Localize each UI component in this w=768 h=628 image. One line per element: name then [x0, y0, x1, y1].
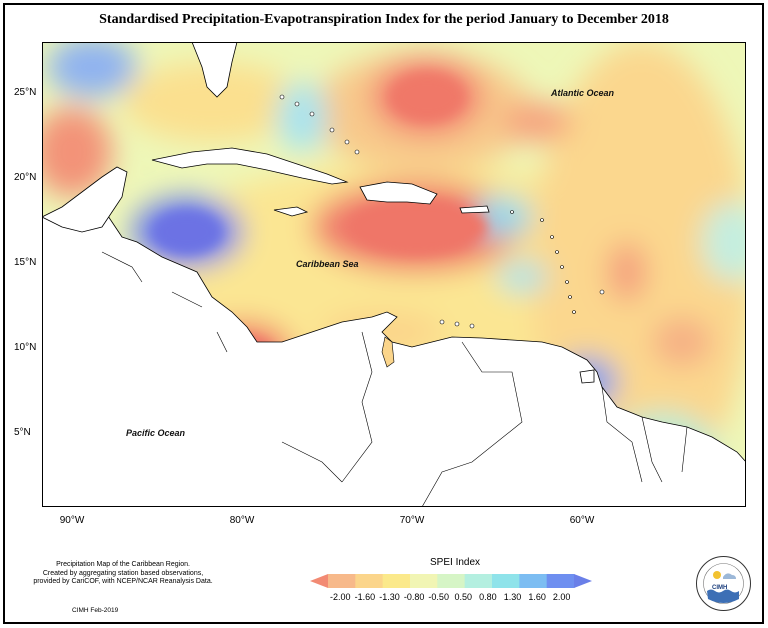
- footnote-line-2: Created by aggregating station based obs…: [42, 569, 204, 577]
- lon-label-90w: 90°W: [59, 515, 85, 526]
- legend-swatch: [519, 574, 548, 588]
- lon-label-70w: 70°W: [399, 515, 425, 526]
- hispaniola: [359, 181, 438, 205]
- footnote-line-3: provided by CariCOF, with NCEP/NCAR Rean…: [33, 578, 213, 585]
- legend-tick-label: 0.80: [479, 592, 497, 602]
- lat-label-5n: 5°N: [14, 427, 31, 438]
- yucatan: [42, 166, 128, 233]
- logo-text: CIMH: [712, 585, 728, 591]
- legend-tick-label: -0.50: [428, 592, 449, 602]
- map-title: Standardised Precipitation-Evapotranspir…: [99, 12, 669, 27]
- figure-frame: [3, 3, 764, 624]
- legend-swatch: [546, 574, 575, 588]
- lon-label-60w: 60°W: [569, 515, 595, 526]
- legend-tick-label: -1.60: [354, 592, 376, 602]
- legend-tick-label: 2.00: [552, 592, 571, 602]
- jamaica: [273, 206, 309, 217]
- spei-map: [42, 42, 746, 507]
- lon-label-80w: 80°W: [229, 515, 255, 526]
- country-borders: [101, 251, 688, 507]
- small-islands: [279, 94, 605, 329]
- legend-swatch: [410, 574, 438, 588]
- lat-label-20n: 20°N: [14, 172, 37, 183]
- legend-tick-label: -2.00: [330, 592, 351, 602]
- legend-tick-label: 0.50: [454, 592, 473, 602]
- footnote-line-1: Precipitation Map of the Caribbean Regio…: [56, 561, 190, 568]
- legend-ticks: -2.00 -1.60 -1.30 -0.80 -0.50 0.50 0.80 1.30 1.6…: [310, 592, 592, 604]
- lat-label-10n: 10°N: [14, 342, 37, 353]
- florida: [191, 42, 238, 98]
- puerto-rico: [459, 205, 490, 214]
- legend-swatch: [492, 574, 520, 588]
- land-masses: [42, 42, 746, 507]
- lake-maracaibo: [381, 336, 395, 368]
- legend-swatch: [328, 574, 356, 588]
- cuba: [151, 147, 349, 185]
- legend-arrow-high: [574, 574, 592, 588]
- legend-swatch: [464, 574, 493, 588]
- map-credit: CIMH Feb-2019: [72, 607, 119, 614]
- central-south-america: [42, 206, 746, 507]
- legend-arrow-low: [310, 574, 328, 588]
- legend-tick-label: 1.30: [503, 592, 522, 602]
- trinidad: [579, 369, 595, 384]
- map-footnote: Precipitation Map of the Caribbean Regio…: [18, 561, 228, 587]
- atlantic-ocean-label: Atlantic Ocean: [551, 88, 615, 98]
- lat-label-15n: 15°N: [14, 257, 37, 268]
- legend-color-bar: [310, 574, 592, 588]
- legend-swatch: [382, 574, 411, 588]
- legend-tick-label: -1.30: [379, 592, 400, 602]
- legend-swatch: [355, 574, 384, 588]
- cimh-logo: [695, 555, 752, 612]
- caribbean-sea-label: Caribbean Sea: [296, 259, 359, 269]
- legend-tick-label: -0.80: [403, 592, 425, 602]
- pacific-ocean-label: Pacific Ocean: [126, 428, 186, 438]
- legend-swatch: [437, 574, 466, 588]
- legend-tick-label: 1.60: [528, 592, 546, 602]
- legend-title: SPEI Index: [430, 557, 481, 568]
- lat-label-25n: 25°N: [14, 87, 37, 98]
